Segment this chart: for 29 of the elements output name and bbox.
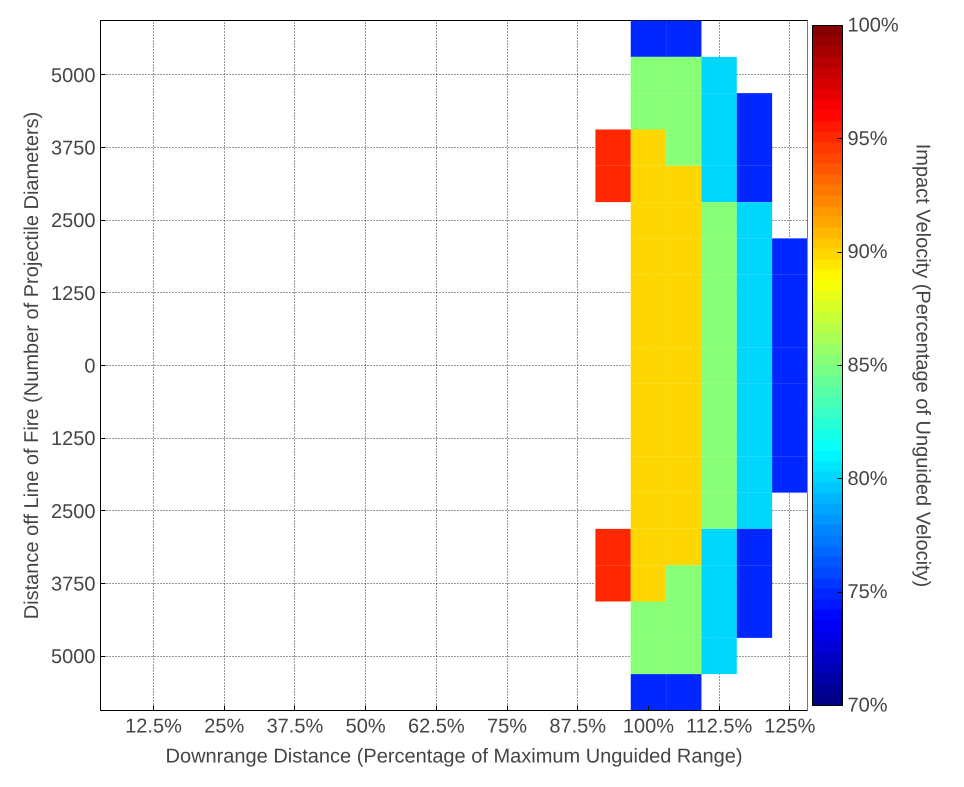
x-tick-label: 62.5% xyxy=(408,716,465,738)
x-tick-label: 100% xyxy=(622,716,674,738)
y-tick-label: 2500 xyxy=(51,500,96,523)
x-tick-label: 87.5% xyxy=(549,716,606,738)
color-bar-title: Impact Velocity (Percentage of Unguided Velocity) xyxy=(912,144,934,588)
color-bar-label: 80% xyxy=(848,468,888,490)
y-tick-label: 2500 xyxy=(51,210,96,232)
y-tick-label: 3750 xyxy=(51,138,96,160)
x-tick-label: 25% xyxy=(204,716,244,738)
x-tick-label: 125% xyxy=(764,716,816,738)
color-bar-label: 95% xyxy=(848,128,888,150)
x-tick-label: 12.5% xyxy=(125,716,182,738)
x-tick-label: 37.5% xyxy=(266,716,324,738)
color-bar-label: 70% xyxy=(848,694,888,716)
y-tick-label: 3750 xyxy=(51,573,96,596)
y-tick-label: 0 xyxy=(84,356,96,378)
y-tick-label: 5000 xyxy=(51,64,96,87)
color-bar-label: 90% xyxy=(848,241,888,264)
y-tick-label: 5000 xyxy=(51,646,96,668)
y-tick-label: 1250 xyxy=(51,428,96,450)
x-tick-label: 75% xyxy=(487,716,528,738)
y-tick-label: 1250 xyxy=(51,282,96,305)
x-axis-title: Downrange Distance (Percentage of Maximum Unguided Range) xyxy=(166,746,742,768)
color-bar-label: 85% xyxy=(848,354,888,376)
color-bar-label: 75% xyxy=(848,581,888,604)
x-tick-label: 50% xyxy=(346,716,386,738)
color-bar-label: 100% xyxy=(848,14,899,36)
x-tick-label: 112.5% xyxy=(686,716,753,738)
y-axis-title: Distance off Line of Fire (Number of Projectile Diameters) xyxy=(21,112,44,620)
